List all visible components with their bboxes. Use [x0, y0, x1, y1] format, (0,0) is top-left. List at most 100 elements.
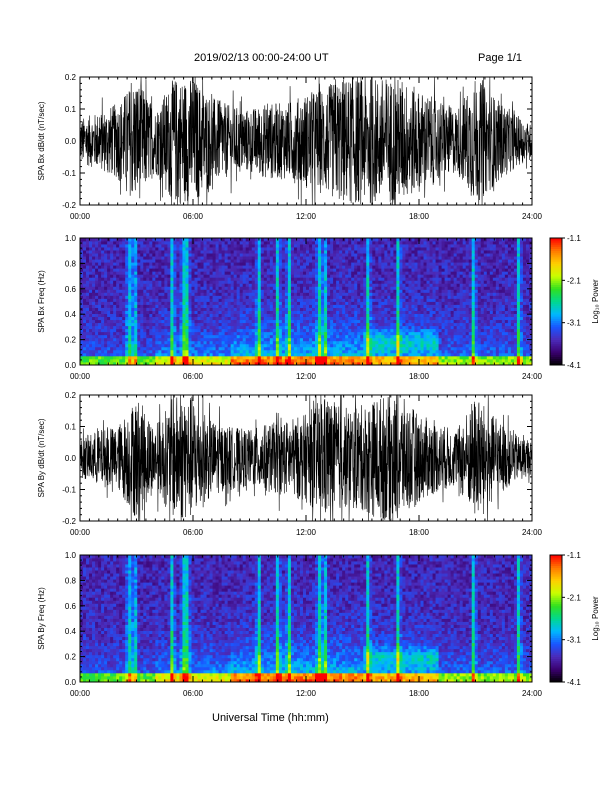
heatmap-cell: [339, 283, 343, 287]
heatmap-cell: [312, 307, 316, 311]
heatmap-cell: [336, 346, 340, 351]
heatmap-cell: [167, 241, 171, 245]
heatmap-cell: [318, 301, 322, 305]
heatmap-cell: [227, 250, 232, 254]
heatmap-cell: [152, 340, 156, 345]
heatmap-cell: [414, 253, 418, 257]
heatmap-cell: [315, 238, 319, 242]
heatmap-cell: [411, 247, 415, 251]
heatmap-cell: [375, 358, 379, 363]
heatmap-cell: [140, 319, 144, 324]
heatmap-cell: [209, 343, 213, 348]
heatmap-cell: [260, 352, 265, 357]
heatmap-cell: [191, 325, 195, 330]
heatmap-cell: [309, 295, 313, 299]
heatmap-cell: [287, 238, 292, 242]
heatmap-cell: [113, 247, 117, 251]
heatmap-cell: [110, 328, 114, 333]
heatmap-cell: [318, 295, 322, 299]
heatmap-cell: [83, 265, 87, 269]
heatmap-cell: [321, 274, 325, 278]
heatmap-cell: [155, 346, 159, 351]
heatmap-cell: [287, 331, 292, 336]
heatmap-cell: [333, 238, 337, 242]
heatmap-cell: [396, 316, 400, 321]
heatmap-cell: [354, 295, 358, 299]
heatmap-cell: [89, 292, 93, 296]
heatmap-cell: [128, 292, 132, 296]
heatmap-cell: [230, 238, 235, 242]
heatmap-cell: [360, 259, 364, 263]
heatmap-cell: [92, 247, 96, 251]
heatmap-cell: [218, 289, 223, 293]
heatmap-cell: [158, 301, 162, 305]
heatmap-cell: [191, 289, 195, 293]
heatmap-cell: [170, 295, 174, 299]
heatmap-cell: [284, 256, 289, 260]
heatmap-cell: [251, 286, 256, 290]
heatmap-cell: [342, 340, 346, 345]
heatmap-cell: [306, 283, 310, 287]
heatmap-cell: [242, 313, 247, 318]
heatmap-cell: [278, 295, 283, 299]
heatmap-cell: [140, 337, 144, 342]
heatmap-cell: [315, 331, 319, 336]
heatmap-cell: [312, 238, 316, 242]
heatmap-cell: [158, 283, 162, 287]
heatmap-cell: [423, 325, 427, 330]
heatmap-cell: [128, 313, 132, 318]
heatmap-cell: [348, 301, 352, 305]
heatmap-cell: [236, 262, 241, 266]
heatmap-cell: [131, 277, 135, 281]
heatmap-cell: [122, 307, 126, 311]
heatmap-cell: [164, 358, 168, 363]
heatmap-cell: [423, 292, 427, 296]
heatmap-cell: [327, 295, 331, 299]
heatmap-cell: [315, 361, 319, 366]
heatmap-cell: [164, 283, 168, 287]
heatmap-cell: [245, 346, 250, 351]
heatmap-cell: [143, 346, 147, 351]
heatmap-cell: [324, 334, 328, 339]
heatmap-cell: [360, 355, 364, 360]
heatmap-cell: [312, 262, 316, 266]
heatmap-cell: [345, 337, 349, 342]
heatmap-cell: [248, 310, 253, 314]
heatmap-cell: [143, 295, 147, 299]
heatmap-cell: [230, 313, 235, 318]
heatmap-cell: [173, 256, 177, 260]
heatmap-cell: [158, 322, 162, 327]
heatmap-cell: [119, 301, 123, 305]
heatmap-cell: [212, 313, 216, 318]
heatmap-cell: [239, 274, 244, 278]
heatmap-cell: [384, 355, 388, 360]
heatmap-cell: [278, 361, 283, 366]
heatmap-cell: [143, 250, 147, 254]
heatmap-cell: [324, 310, 328, 314]
heatmap-cell: [137, 253, 141, 257]
heatmap-cell: [351, 274, 355, 278]
heatmap-cell: [197, 340, 201, 345]
heatmap-cell: [188, 253, 192, 257]
heatmap-cell: [209, 355, 213, 360]
heatmap-cell: [233, 295, 238, 299]
heatmap-cell: [239, 349, 244, 354]
heatmap-cell: [146, 280, 150, 284]
heatmap-cell: [242, 250, 247, 254]
heatmap-cell: [293, 244, 298, 248]
heatmap-cell: [155, 241, 159, 245]
heatmap-cell: [131, 289, 135, 293]
heatmap-cell: [348, 259, 352, 263]
heatmap-cell: [402, 298, 406, 302]
heatmap-cell: [134, 310, 138, 314]
heatmap-cell: [375, 268, 379, 272]
heatmap-cell: [354, 265, 358, 269]
heatmap-cell: [218, 253, 223, 257]
heatmap-cell: [251, 262, 256, 266]
heatmap-cell: [101, 271, 105, 275]
heatmap-cell: [402, 355, 406, 360]
heatmap-cell: [83, 304, 87, 308]
heatmap-cell: [414, 286, 418, 290]
heatmap-cell: [378, 319, 382, 324]
heatmap-cell: [324, 355, 328, 360]
